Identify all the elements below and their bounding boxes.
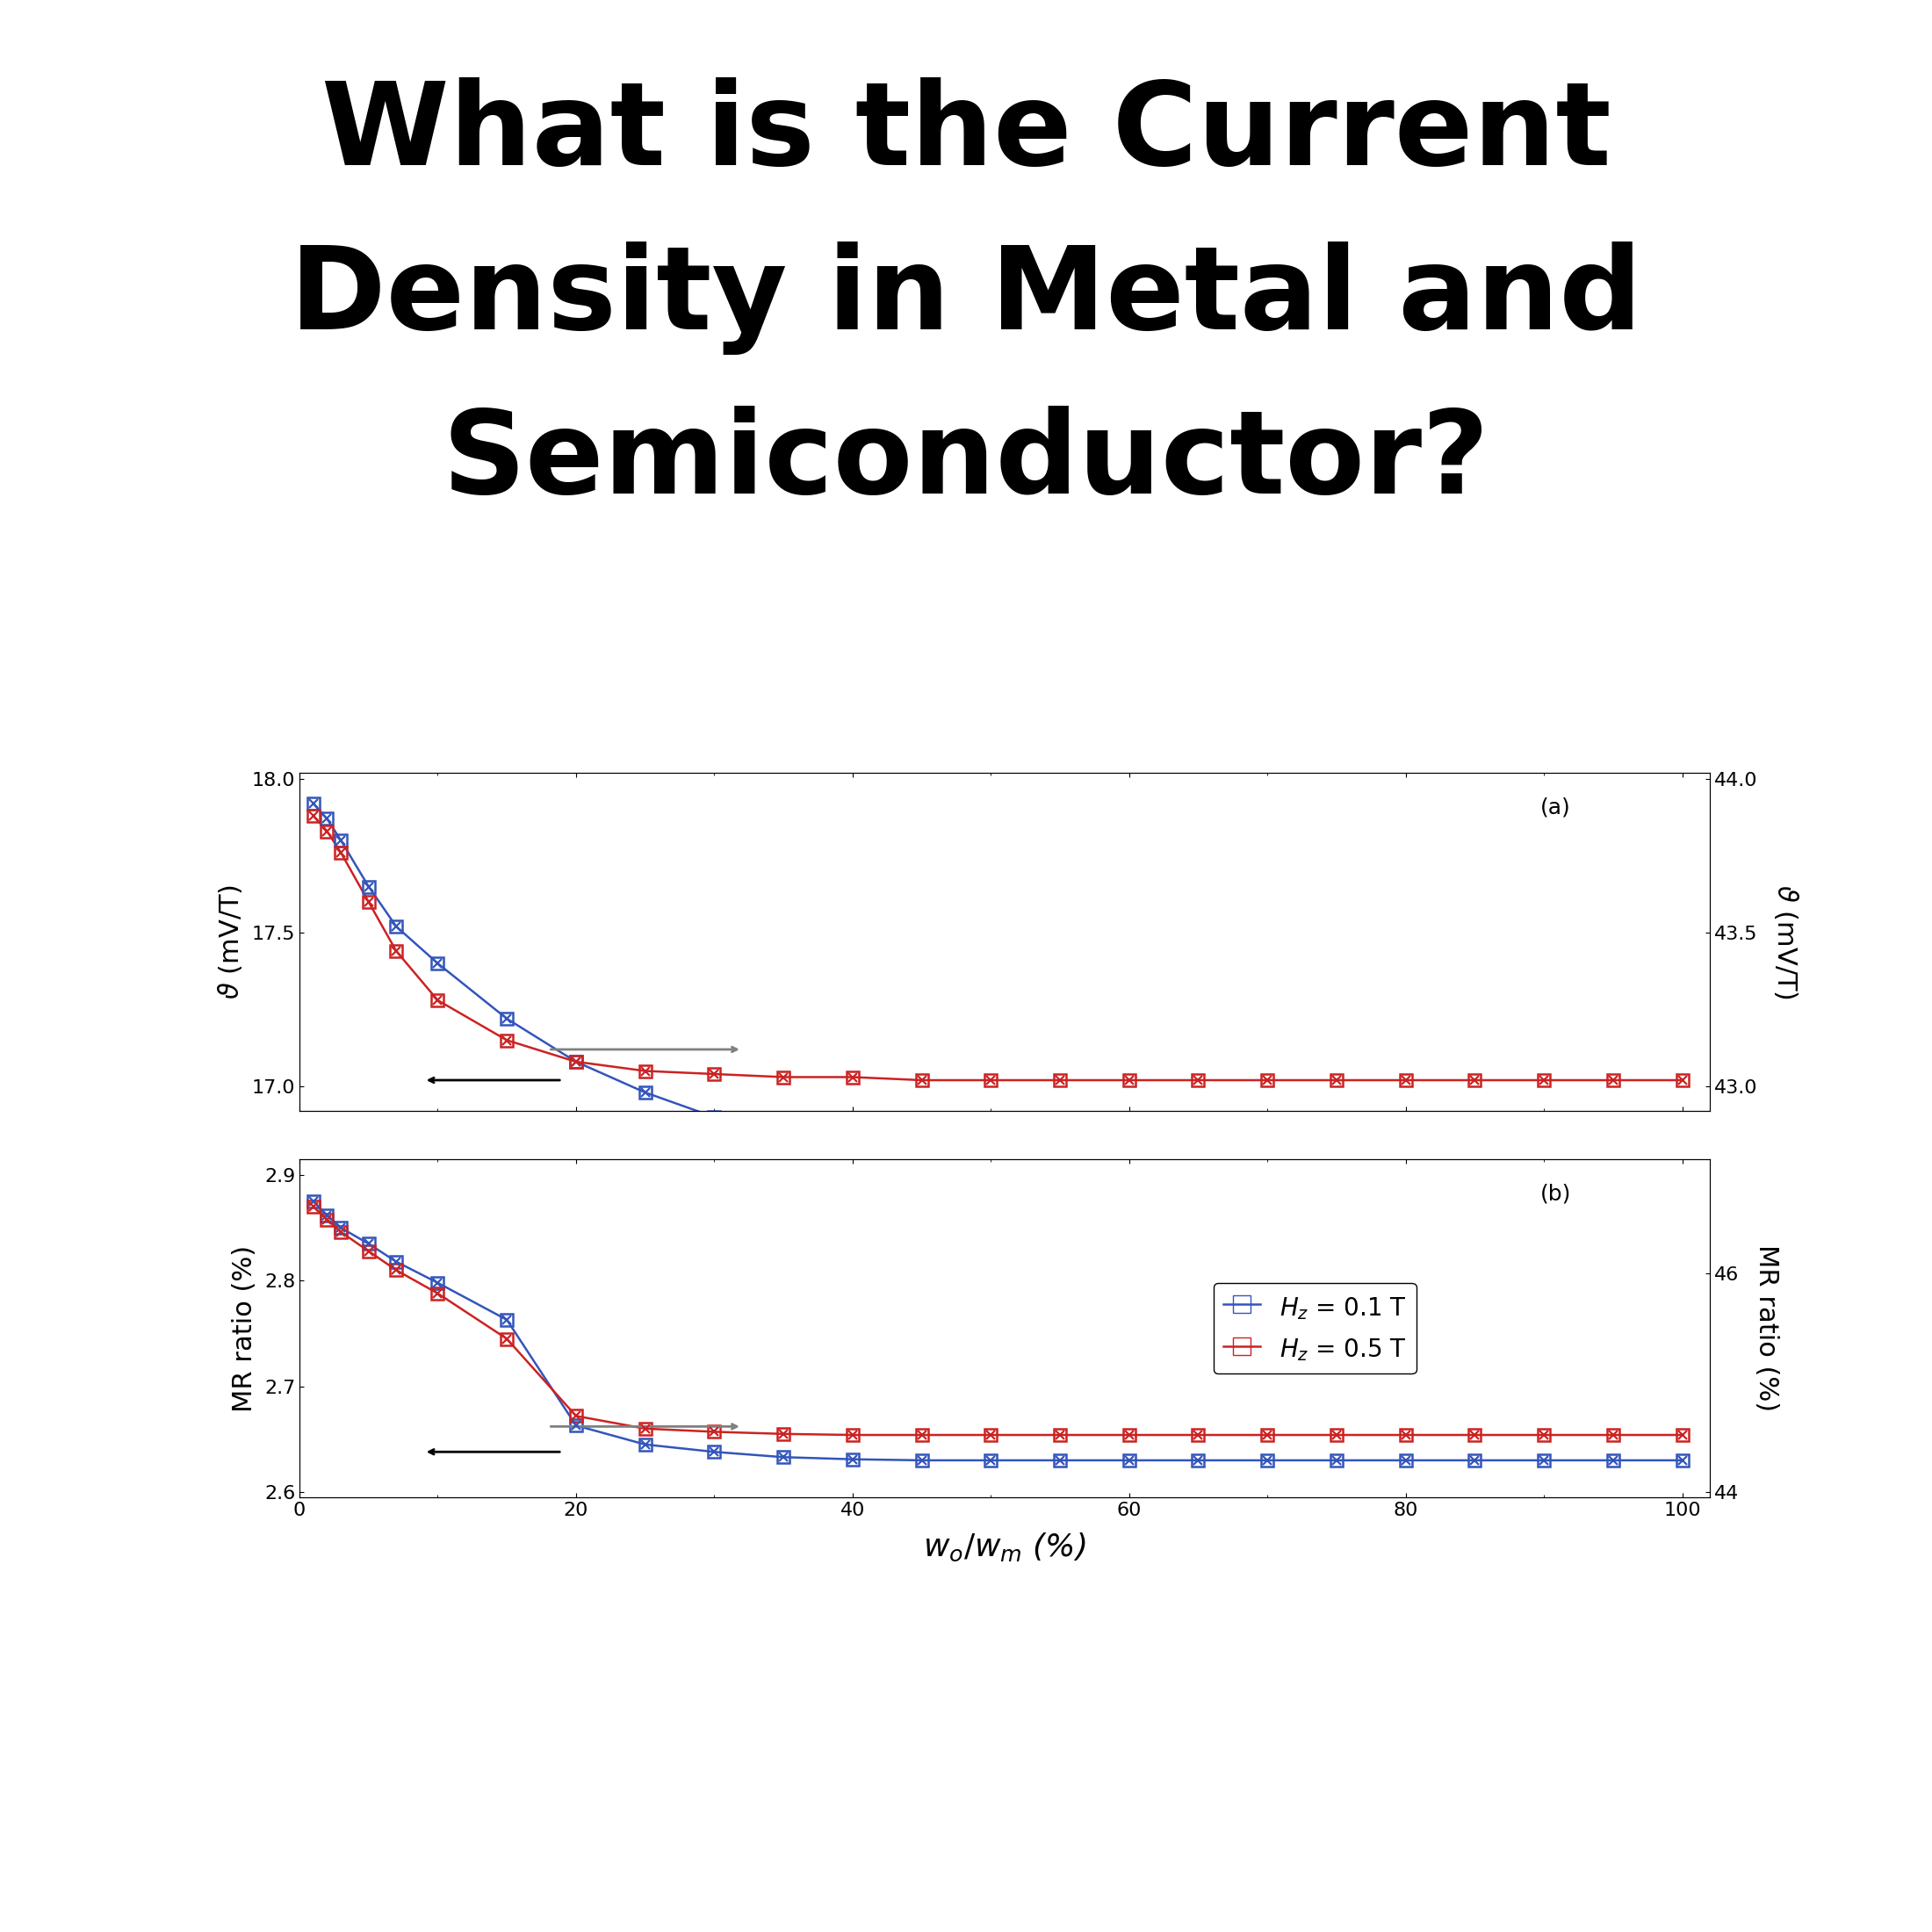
Y-axis label: MR ratio (%): MR ratio (%)	[1754, 1244, 1779, 1412]
X-axis label: $w_o/w_m$ (%): $w_o/w_m$ (%)	[923, 1532, 1086, 1563]
Y-axis label: $\vartheta$ (mV/T): $\vartheta$ (mV/T)	[216, 885, 245, 999]
Text: (b): (b)	[1540, 1182, 1571, 1204]
Y-axis label: $\vartheta$ (mV/T): $\vartheta$ (mV/T)	[1772, 885, 1801, 999]
Text: (a): (a)	[1540, 796, 1571, 817]
Text: What is the Current: What is the Current	[321, 77, 1611, 189]
Text: Semiconductor?: Semiconductor?	[442, 406, 1490, 518]
Text: Density in Metal and: Density in Metal and	[290, 242, 1642, 355]
Y-axis label: MR ratio (%): MR ratio (%)	[232, 1244, 257, 1412]
Legend: $H_z$ = 0.1 T, $H_z$ = 0.5 T: $H_z$ = 0.1 T, $H_z$ = 0.5 T	[1213, 1283, 1416, 1374]
